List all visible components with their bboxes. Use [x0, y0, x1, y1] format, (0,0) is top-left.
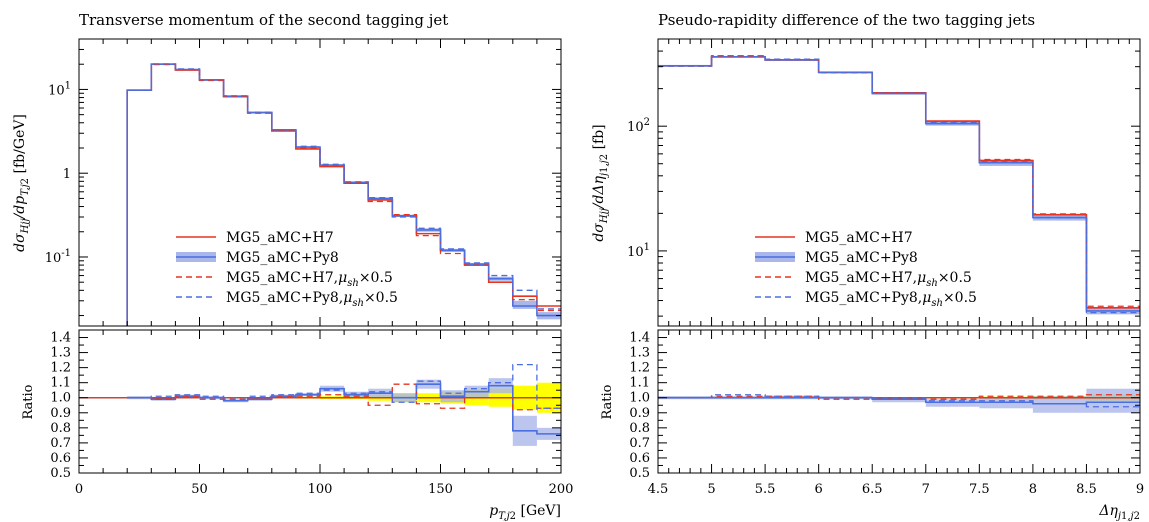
x-tick-label: 8: [1029, 482, 1037, 497]
legend-label: MG5_aMC+H7,μsh×0.5: [805, 270, 972, 289]
x-tick-label: 0: [75, 482, 83, 497]
x-tick-label: 6: [815, 482, 823, 497]
ratio-y-tick-label: 0.9: [50, 406, 71, 421]
ratio-y-tick-label: 1.4: [629, 331, 650, 346]
x-tick-label: 7: [922, 482, 930, 497]
series-line-2: [126, 63, 561, 326]
ratio-y-tick-label: 0.5: [50, 466, 71, 481]
ratio-y-tick-label: 0.7: [629, 436, 650, 451]
ratio-y-tick-label: 1.0: [629, 391, 650, 406]
x-tick-label: 5: [707, 482, 715, 497]
series-line-4: [126, 63, 561, 326]
ratio-y-tick-label: 1.4: [50, 331, 71, 346]
ratio-y-tick-label: 1.3: [629, 346, 650, 361]
y-tick-label: 1: [63, 167, 71, 182]
y-axis-label: dσHjj/dpT,j2 [fb/GeV]: [12, 114, 31, 252]
panel-pt-j2: Transverse momentum of the second taggin…: [12, 11, 573, 522]
py8-band-bin: [512, 300, 537, 309]
main-frame: [657, 38, 1141, 327]
ratio-y-tick-label: 0.6: [629, 451, 650, 466]
legend-label: MG5_aMC+Py8: [226, 250, 339, 266]
ratio-y-axis-label: Ratio: [21, 384, 36, 419]
ratio-plot-pt: [79, 363, 561, 446]
ratio-y-tick-label: 0.9: [629, 406, 650, 421]
y-tick-label: 101: [48, 80, 71, 98]
legend-label: MG5_aMC+Py8,μsh×0.5: [226, 290, 398, 309]
ratio-y-axis-label: Ratio: [600, 384, 615, 419]
y-axis-label: dσHjj/dΔηj1,j2 [fb]: [591, 124, 610, 241]
ratio-y-tick-label: 1.1: [50, 376, 71, 391]
x-axis-label: pT,j2 [GeV]: [489, 503, 561, 522]
legend-label: MG5_aMC+H7,μsh×0.5: [226, 270, 393, 289]
ratio-y-tick-label: 1.0: [50, 391, 71, 406]
y-tick-label: 101: [627, 242, 650, 260]
x-tick-label: 150: [428, 482, 453, 497]
y-tick-label: 10-1: [45, 248, 71, 266]
ratio-y-tick-label: 0.8: [629, 421, 650, 436]
series-line-3: [658, 55, 1140, 307]
x-tick-label: 9: [1136, 482, 1144, 497]
x-tick-label: 200: [549, 482, 574, 497]
x-tick-label: 5.5: [755, 482, 776, 497]
ratio-series-line-2: [127, 383, 561, 411]
py8-ratio-band-bin: [1086, 388, 1140, 413]
panel-delta-eta: Pseudo-rapidity difference of the two ta…: [591, 11, 1144, 522]
main-plot-pt: [126, 63, 561, 326]
legend-label: MG5_aMC+H7: [226, 230, 334, 246]
ratio-series-line-2: [658, 394, 1140, 400]
x-tick-label: 4.5: [648, 482, 669, 497]
legend-label: MG5_aMC+Py8,μsh×0.5: [805, 290, 977, 309]
x-tick-label: 100: [308, 482, 333, 497]
ratio-plot-eta: [658, 388, 1140, 413]
ratio-y-tick-label: 0.7: [50, 436, 71, 451]
ratio-series-line-3: [658, 394, 1140, 408]
x-tick-label: 8.5: [1076, 482, 1097, 497]
ratio-frame: [78, 329, 562, 474]
ratio-y-tick-label: 0.6: [50, 451, 71, 466]
x-tick-label: 7.5: [969, 482, 990, 497]
title-eta: Pseudo-rapidity difference of the two ta…: [658, 11, 1035, 29]
ratio-y-tick-label: 1.2: [50, 361, 71, 376]
ratio-series-line-3: [127, 363, 561, 409]
ratio-y-tick-label: 0.8: [50, 421, 71, 436]
main-plot-eta: [658, 54, 1140, 315]
x-tick-label: 6.5: [862, 482, 883, 497]
series-line-2: [658, 55, 1140, 312]
x-tick-label: 50: [191, 482, 208, 497]
series-line-1: [126, 63, 561, 326]
title-pt: Transverse momentum of the second taggin…: [79, 11, 448, 29]
ratio-y-tick-label: 1.2: [629, 361, 650, 376]
legend-label: MG5_aMC+H7: [805, 230, 913, 246]
ratio-y-tick-label: 0.5: [629, 466, 650, 481]
ratio-frame: [657, 329, 1141, 474]
ratio-y-tick-label: 1.3: [50, 346, 71, 361]
ratio-y-tick-label: 1.1: [629, 376, 650, 391]
y-tick-label: 102: [627, 117, 650, 135]
x-axis-label: Δηj1,j2: [1098, 503, 1140, 522]
legend-label: MG5_aMC+Py8: [805, 250, 918, 266]
series-line-3: [126, 63, 561, 326]
